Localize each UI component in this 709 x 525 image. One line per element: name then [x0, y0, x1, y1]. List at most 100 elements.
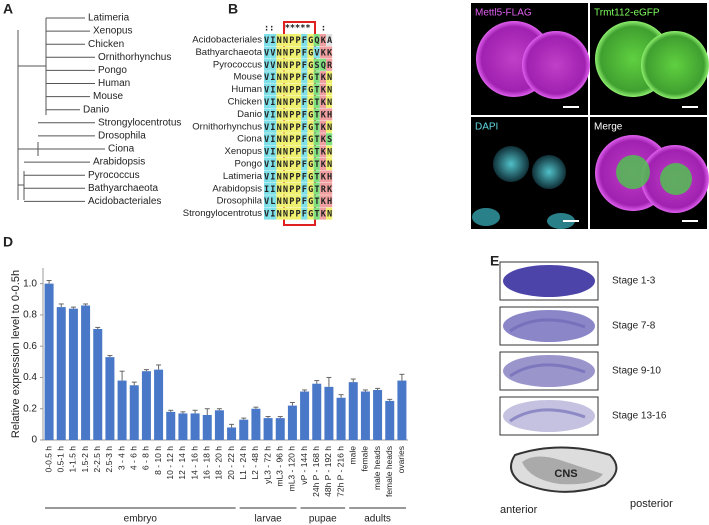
residue-bg — [326, 71, 333, 84]
residue-bg — [301, 58, 308, 71]
residue-bg — [282, 120, 289, 133]
embryo — [503, 400, 595, 432]
bar — [190, 413, 200, 440]
residue-bg — [326, 58, 333, 71]
x-tick-label: 0-0.5 h — [43, 446, 53, 473]
residue-bg — [276, 83, 283, 96]
residue-bg — [282, 96, 289, 108]
x-tick-label: 10 - 12 h — [165, 446, 175, 480]
x-tick-label: 12 - 14 h — [177, 446, 187, 480]
leaf-label: Mouse — [93, 91, 123, 102]
cell — [641, 31, 709, 99]
y-tick-label: 0.8 — [23, 310, 37, 321]
residue-bg — [264, 120, 271, 133]
sequence: VINNPPFGTKH — [264, 172, 332, 182]
sequence: VLNNPPFGTKH — [264, 197, 332, 207]
x-tick-label: female — [360, 446, 370, 472]
x-tick-label: 48h P - 192 h — [323, 446, 333, 497]
x-tick-label: male heads — [372, 446, 382, 490]
residue-bg — [270, 108, 277, 121]
species-label: Human — [231, 84, 262, 95]
residue-bg — [264, 145, 271, 158]
residue-bg — [270, 207, 277, 220]
stage-label: Stage 13-16 — [612, 411, 667, 422]
residue-bg — [282, 207, 289, 220]
residue-bg — [326, 145, 333, 158]
residue-bg — [282, 46, 289, 59]
residue-bg — [295, 34, 302, 46]
species-label: Bathyarchaeota — [195, 47, 262, 58]
y-tick-label: 1.0 — [23, 278, 37, 289]
leaf-label: Pyrococcus — [88, 170, 140, 181]
residue-bg — [326, 96, 333, 108]
residue-bg — [313, 158, 320, 170]
residue-bg — [307, 158, 314, 170]
posterior-label: posterior — [630, 498, 673, 510]
bar — [373, 389, 383, 440]
x-tick-label: male — [348, 446, 358, 465]
y-tick-label: 0 — [31, 435, 37, 446]
residue-bg — [307, 108, 314, 121]
residue-bg — [307, 34, 314, 46]
x-tick-label: 6 - 8 h — [141, 446, 151, 470]
residue-bg — [288, 158, 295, 170]
residue-bg — [282, 108, 289, 121]
residue-bg — [295, 108, 302, 121]
species-label: Arabidopsis — [212, 183, 262, 194]
residue-bg — [313, 46, 320, 59]
residue-bg — [270, 145, 277, 158]
sequence: VVNNPPFGSQR — [264, 61, 333, 71]
x-tick-label: yL3 - 72 h — [262, 446, 272, 484]
bar — [324, 386, 334, 440]
leaf-label: Ornithorhynchus — [98, 52, 171, 63]
x-tick-label: 20 - 22 h — [226, 446, 236, 480]
leaf-label: Bathyarchaeota — [88, 183, 158, 194]
residue-bg — [307, 133, 314, 146]
tree-branches — [17, 17, 105, 202]
species-label: Ornithorhynchus — [192, 121, 262, 132]
residue-bg — [301, 83, 308, 96]
channel-label: Trmt112-eGFP — [594, 8, 660, 19]
residue-bg — [301, 71, 308, 84]
residue-bg — [326, 133, 333, 146]
bar — [154, 369, 164, 440]
residue-bg — [282, 182, 289, 195]
residue-bg — [264, 108, 271, 121]
group-label: larvae — [254, 514, 282, 525]
residue-bg — [282, 158, 289, 170]
residue-bg — [288, 170, 295, 183]
residue-bg — [282, 195, 289, 208]
residue-bg — [295, 145, 302, 158]
residue-bg — [264, 158, 271, 170]
x-tick-label: ovaries — [396, 446, 406, 473]
leaf-label: Ciona — [108, 144, 135, 155]
channel-label: Merge — [594, 122, 623, 133]
residue-bg — [307, 207, 314, 220]
bar — [129, 385, 139, 440]
residue-bg — [319, 96, 326, 108]
residue-bg — [307, 120, 314, 133]
x-tick-label: L1 - 24 h — [238, 446, 248, 480]
residue-bg — [270, 46, 277, 59]
sequence: VINNPPFGTKH — [264, 110, 332, 120]
sequence: IINNPPFGTRK — [264, 185, 333, 195]
residue-bg — [319, 120, 326, 133]
residue-bg — [313, 71, 320, 84]
panel-label: A — [3, 1, 13, 17]
merge-nucleus — [616, 155, 650, 189]
residue-bg — [276, 182, 283, 195]
sequence: VINNPPFGTKN — [264, 210, 332, 220]
residue-bg — [313, 83, 320, 96]
residue-bg — [276, 207, 283, 220]
nucleus — [472, 208, 500, 226]
residue-bg — [270, 170, 277, 183]
group-label: embryo — [124, 514, 158, 525]
bar — [56, 307, 66, 440]
x-tick-label: female heads — [384, 446, 394, 497]
residue-bg — [264, 34, 271, 46]
cns-label: CNS — [554, 468, 577, 480]
residue-bg — [307, 46, 314, 59]
residue-bg — [282, 83, 289, 96]
species-label: Drosophila — [217, 196, 263, 207]
residue-bg — [295, 120, 302, 133]
